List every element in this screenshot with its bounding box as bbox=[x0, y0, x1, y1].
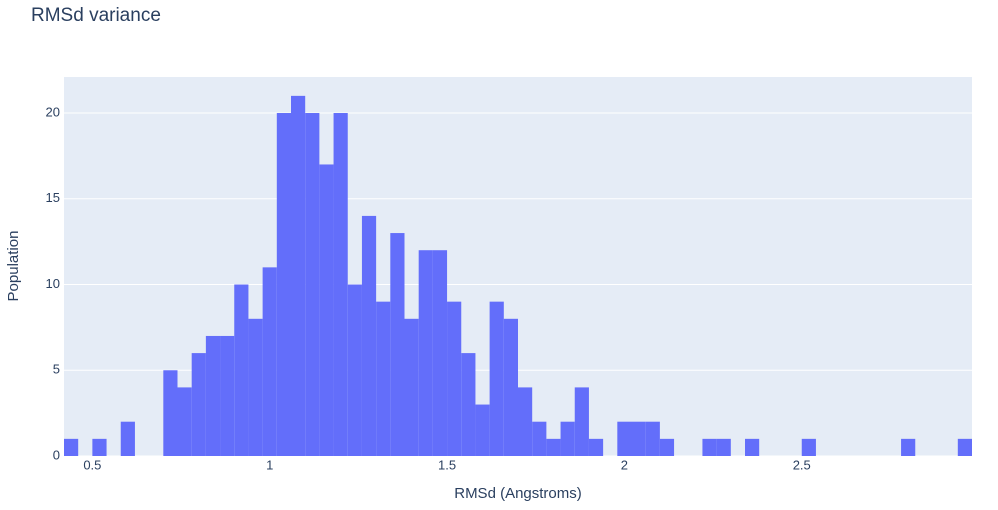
bar bbox=[220, 335, 235, 456]
y-tick-label: 20 bbox=[46, 104, 60, 119]
bar bbox=[276, 113, 291, 456]
bar bbox=[361, 215, 377, 456]
x-tick-label: 0.5 bbox=[83, 457, 101, 472]
bar bbox=[248, 318, 263, 456]
x-tick-label: 1.5 bbox=[438, 457, 456, 472]
bar bbox=[163, 370, 178, 456]
bar bbox=[234, 284, 249, 456]
bar bbox=[390, 233, 405, 456]
bar bbox=[191, 353, 206, 456]
bar bbox=[432, 250, 448, 456]
y-tick-label: 5 bbox=[53, 362, 60, 377]
x-tick-label: 2.5 bbox=[793, 457, 811, 472]
bar bbox=[617, 421, 632, 456]
bar bbox=[745, 438, 760, 456]
bar bbox=[702, 438, 717, 456]
x-tick-label: 1 bbox=[266, 457, 273, 472]
y-tick-label: 0 bbox=[53, 447, 60, 462]
bar bbox=[404, 318, 419, 456]
bar bbox=[92, 438, 107, 456]
bar bbox=[291, 95, 306, 456]
bar bbox=[262, 267, 277, 456]
bar bbox=[475, 404, 490, 456]
bar bbox=[418, 250, 433, 456]
bar bbox=[333, 113, 348, 456]
bar bbox=[588, 438, 604, 456]
y-axis-title: Population bbox=[5, 231, 22, 302]
bar bbox=[560, 421, 575, 456]
bar bbox=[901, 438, 916, 456]
bar bbox=[120, 421, 135, 456]
x-axis-title: RMSd (Angstroms) bbox=[454, 485, 582, 502]
bar bbox=[631, 421, 646, 456]
bar bbox=[177, 387, 192, 456]
bar bbox=[205, 335, 221, 456]
bar bbox=[461, 353, 476, 456]
y-tick-label: 10 bbox=[46, 276, 60, 291]
bar bbox=[376, 301, 391, 456]
bar bbox=[305, 113, 320, 456]
bar bbox=[489, 301, 504, 456]
bar bbox=[518, 387, 533, 456]
bar bbox=[574, 387, 589, 456]
bar bbox=[659, 438, 675, 456]
bar bbox=[319, 164, 334, 456]
x-tick-label: 2 bbox=[621, 457, 628, 472]
bar bbox=[645, 421, 660, 456]
bar bbox=[546, 438, 561, 456]
bar bbox=[532, 421, 547, 456]
bar bbox=[957, 438, 972, 456]
bar bbox=[801, 438, 816, 456]
y-tick-label: 15 bbox=[46, 190, 60, 205]
bar bbox=[347, 284, 362, 456]
bar bbox=[447, 301, 462, 456]
bar bbox=[503, 318, 518, 456]
chart-title: RMSd variance bbox=[31, 5, 161, 26]
bar bbox=[64, 438, 79, 456]
bar bbox=[716, 438, 731, 456]
